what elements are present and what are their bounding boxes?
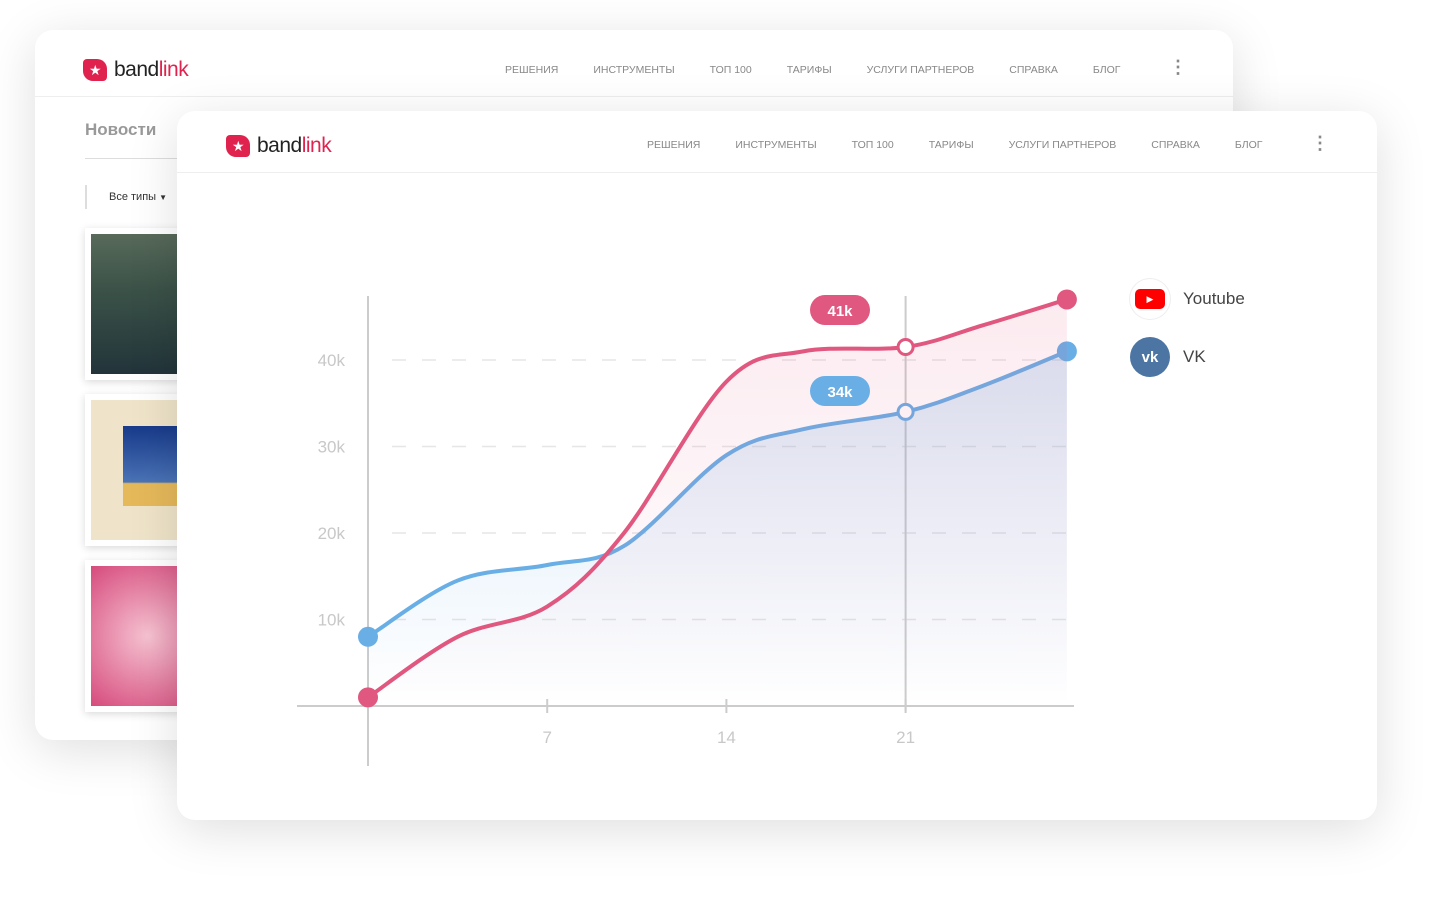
series-line-youtube [366, 297, 1069, 700]
logo-text: band [257, 134, 302, 157]
nav-item[interactable]: УСЛУГИ ПАРТНЕРОВ [866, 64, 975, 76]
filter-label: Все типы [109, 191, 157, 203]
y-tick-label: 40k [318, 351, 346, 370]
value-badge [810, 376, 870, 406]
nav: РЕШЕНИЯ ИНСТРУМЕНТЫ ТОП 100 ТАРИФЫ УСЛУГИ ПА… [647, 139, 1262, 151]
nav-item[interactable]: СПРАВКА [1009, 64, 1058, 76]
news-thumbnail[interactable] [85, 228, 185, 380]
news-thumbnail[interactable] [85, 560, 185, 712]
x-tick-label: 7 [542, 728, 551, 747]
header: ★ bandlink РЕШЕНИЯ ИНСТРУМЕНТЫ ТОП 100 ТАРИФ… [35, 30, 1233, 97]
more-icon[interactable]: ⋮ [1311, 133, 1329, 153]
logo[interactable]: ★ bandlink [83, 58, 189, 82]
nav-item[interactable]: ТОП 100 [851, 139, 894, 151]
y-tick-label: 30k [318, 438, 346, 457]
nav-item[interactable]: УСЛУГИ ПАРТНЕРОВ [1008, 139, 1117, 151]
front-window: ★ bandlink РЕШЕНИЯ ИНСТРУМЕНТЫ ТОП 100 ТАРИФ… [177, 111, 1377, 820]
nav-item[interactable]: БЛОГ [1092, 64, 1121, 76]
value-badge [810, 295, 870, 325]
nav-item[interactable]: ИНСТРУМЕНТЫ [593, 64, 675, 76]
line-chart: 10k 20k 30k 40k 7 14 21 41k 34k [297, 289, 1077, 766]
logo-text: band [114, 58, 159, 81]
type-filter[interactable]: Все типы ▼ [85, 185, 167, 209]
logo[interactable]: ★ bandlink [226, 134, 332, 158]
y-tick-label: 20k [318, 524, 346, 543]
star-icon: ★ [83, 59, 107, 81]
x-tick-label: 21 [896, 728, 915, 747]
highlight-point [896, 338, 915, 357]
nav-item[interactable]: РЕШЕНИЯ [647, 139, 701, 151]
news-thumbnail[interactable] [85, 394, 193, 546]
value-badge-label: 41k [827, 303, 853, 320]
series-area-youtube [368, 299, 1067, 706]
legend-vk[interactable]: vk VK [1130, 337, 1206, 377]
value-badge-label: 34k [827, 384, 853, 401]
data-point [358, 626, 378, 647]
data-point [358, 687, 378, 708]
legend-youtube[interactable]: ▶ Youtube [1130, 279, 1245, 319]
divider [85, 158, 185, 159]
nav: РЕШЕНИЯ ИНСТРУМЕНТЫ ТОП 100 ТАРИФЫ УСЛУГИ ПА… [505, 64, 1120, 76]
nav-item[interactable]: ТАРИФЫ [786, 64, 832, 76]
nav-item[interactable]: БЛОГ [1234, 139, 1263, 151]
more-icon[interactable]: ⋮ [1169, 57, 1187, 77]
vk-icon: vk [1130, 337, 1170, 377]
legend-label: Youtube [1183, 289, 1245, 308]
nav-item[interactable]: РЕШЕНИЯ [505, 64, 559, 76]
x-tick-label: 14 [717, 728, 736, 747]
nav-item[interactable]: ИНСТРУМЕНТЫ [735, 139, 817, 151]
nav-item[interactable]: ТАРИФЫ [928, 139, 974, 151]
nav-item[interactable]: ТОП 100 [709, 64, 752, 76]
youtube-icon: ▶ [1130, 279, 1170, 319]
data-point [1056, 289, 1077, 310]
news-title: Новости [85, 120, 157, 139]
chevron-down-icon: ▼ [159, 193, 168, 202]
y-tick-label: 10k [318, 611, 346, 630]
star-icon: ★ [226, 135, 250, 157]
legend-label: VK [1183, 347, 1206, 366]
logo-text-accent: link [301, 134, 332, 157]
logo-text-accent: link [158, 58, 189, 81]
nav-item[interactable]: СПРАВКА [1151, 139, 1200, 151]
header: ★ bandlink РЕШЕНИЯ ИНСТРУМЕНТЫ ТОП 100 ТАРИФ… [177, 111, 1377, 173]
